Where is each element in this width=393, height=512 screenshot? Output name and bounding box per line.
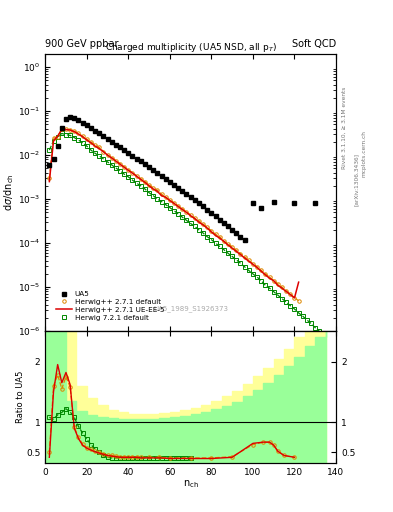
Herwig++ 2.7.1 UE-EE-5	[184, 209, 189, 216]
UA5	[217, 217, 222, 223]
Herwig++ 2.7.1 UE-EE-5	[47, 179, 52, 185]
Text: UA5_1989_S1926373: UA5_1989_S1926373	[153, 305, 228, 312]
Herwig 7.2.1 default	[296, 310, 301, 316]
Herwig 7.2.1 default	[334, 343, 338, 349]
Title: Charged multiplicity (UA5 NSD, all p$_T$): Charged multiplicity (UA5 NSD, all p$_T$…	[105, 40, 277, 54]
Y-axis label: Ratio to UA5: Ratio to UA5	[16, 371, 25, 423]
Text: Rivet 3.1.10, ≥ 3.1M events: Rivet 3.1.10, ≥ 3.1M events	[342, 87, 347, 169]
Text: mcplots.cern.ch: mcplots.cern.ch	[362, 130, 367, 177]
X-axis label: n$_{\rm ch}$: n$_{\rm ch}$	[183, 479, 198, 490]
Herwig++ 2.7.1 default	[267, 274, 272, 280]
Herwig++ 2.7.1 UE-EE-5	[101, 148, 106, 155]
UA5	[180, 188, 185, 195]
Herwig++ 2.7.1 default	[47, 175, 52, 181]
Y-axis label: d$\sigma$/dn$_{\rm ch}$: d$\sigma$/dn$_{\rm ch}$	[3, 174, 17, 211]
Herwig++ 2.7.1 default	[138, 176, 143, 182]
Herwig++ 2.7.1 default	[184, 209, 189, 215]
Legend: UA5, Herwig++ 2.7.1 default, Herwig++ 2.7.1 UE-EE-5, Herwig 7.2.1 default: UA5, Herwig++ 2.7.1 default, Herwig++ 2.…	[55, 290, 166, 322]
Line: Herwig++ 2.7.1 UE-EE-5: Herwig++ 2.7.1 UE-EE-5	[50, 130, 299, 298]
Text: 900 GeV ppbar: 900 GeV ppbar	[45, 38, 119, 49]
Herwig++ 2.7.1 UE-EE-5	[292, 295, 297, 301]
Herwig++ 2.7.1 UE-EE-5	[201, 222, 206, 228]
UA5	[193, 197, 197, 203]
Herwig++ 2.7.1 default	[109, 155, 114, 161]
Herwig++ 2.7.1 default	[201, 221, 206, 227]
Herwig++ 2.7.1 UE-EE-5	[59, 126, 64, 133]
Line: UA5: UA5	[47, 115, 317, 242]
UA5	[68, 114, 72, 120]
UA5	[313, 200, 318, 206]
Herwig 7.2.1 default	[88, 147, 93, 153]
Herwig++ 2.7.1 default	[296, 298, 301, 304]
UA5	[176, 185, 180, 191]
Herwig 7.2.1 default	[209, 237, 214, 243]
Herwig++ 2.7.1 default	[59, 125, 64, 132]
Herwig 7.2.1 default	[292, 306, 297, 312]
Herwig++ 2.7.1 UE-EE-5	[296, 279, 301, 285]
Herwig++ 2.7.1 UE-EE-5	[109, 155, 114, 161]
Herwig 7.2.1 default	[118, 168, 122, 174]
UA5	[109, 139, 114, 145]
Herwig++ 2.7.1 default	[101, 148, 106, 155]
Text: Soft QCD: Soft QCD	[292, 38, 336, 49]
Text: [arXiv:1306.3436]: [arXiv:1306.3436]	[354, 153, 359, 206]
UA5	[47, 162, 52, 168]
UA5	[242, 237, 247, 243]
Herwig++ 2.7.1 UE-EE-5	[267, 275, 272, 281]
Herwig++ 2.7.1 UE-EE-5	[138, 176, 143, 182]
Line: Herwig 7.2.1 default: Herwig 7.2.1 default	[48, 132, 338, 348]
Herwig 7.2.1 default	[138, 183, 143, 189]
UA5	[188, 194, 193, 200]
Herwig 7.2.1 default	[47, 147, 52, 153]
Herwig 7.2.1 default	[59, 131, 64, 137]
Line: Herwig++ 2.7.1 default: Herwig++ 2.7.1 default	[48, 127, 300, 303]
